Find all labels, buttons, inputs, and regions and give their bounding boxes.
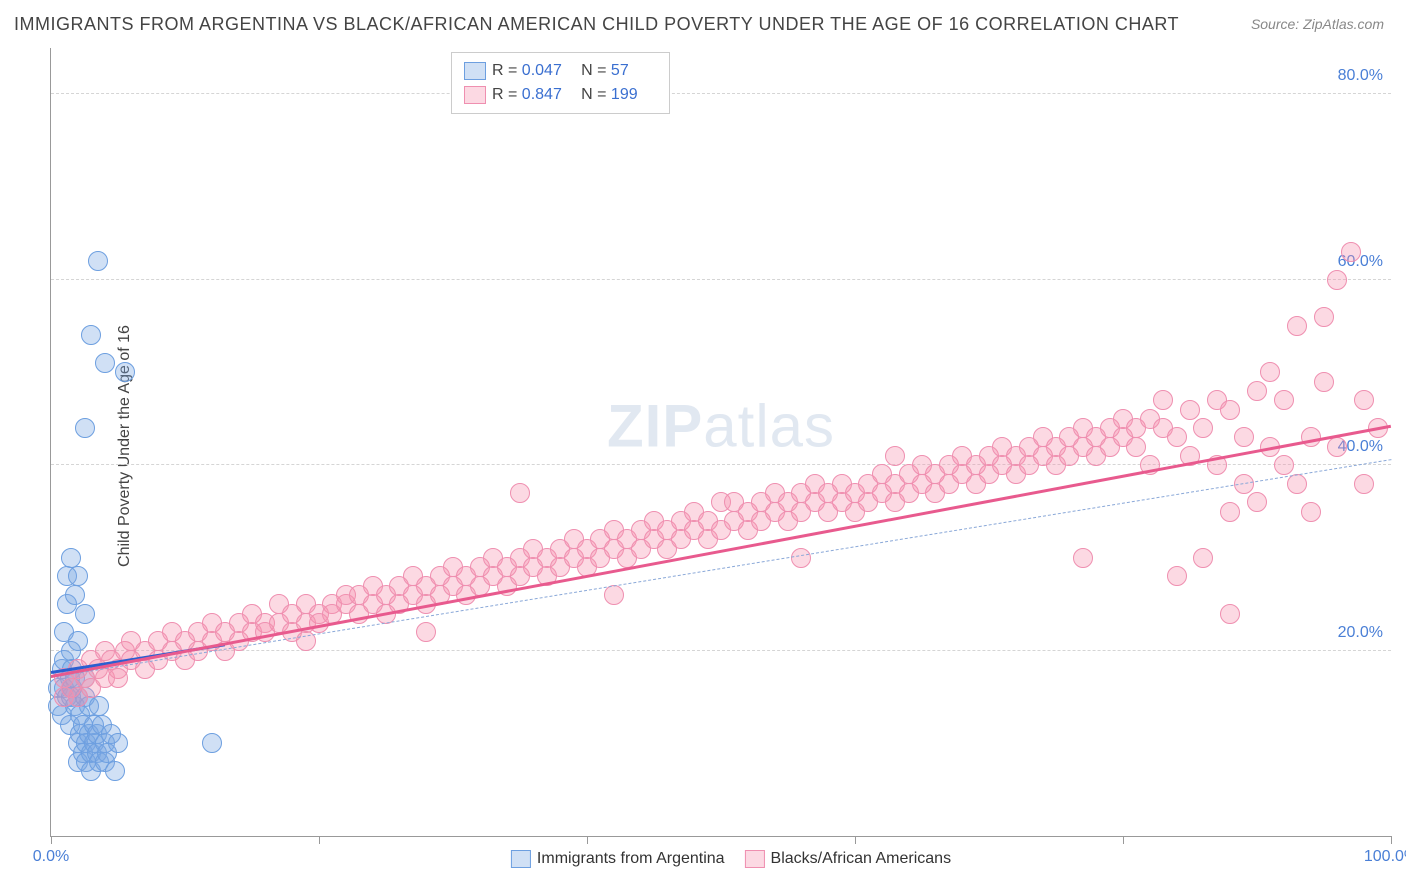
data-point-black — [1167, 566, 1187, 586]
data-point-argentina — [108, 733, 128, 753]
x-tick — [855, 836, 856, 844]
stats-row-black: R = 0.847 N = 199 — [464, 83, 657, 107]
data-point-black — [1314, 372, 1334, 392]
data-point-argentina — [88, 251, 108, 271]
watermark: ZIPatlas — [607, 392, 835, 461]
data-point-black — [1287, 316, 1307, 336]
data-point-black — [1327, 437, 1347, 457]
x-tick — [319, 836, 320, 844]
data-point-black — [1073, 548, 1093, 568]
data-point-argentina — [89, 696, 109, 716]
data-point-black — [510, 483, 530, 503]
data-point-black — [1260, 362, 1280, 382]
data-point-black — [1126, 437, 1146, 457]
data-point-argentina — [75, 604, 95, 624]
watermark-bold: ZIP — [607, 393, 703, 460]
data-point-black — [1354, 390, 1374, 410]
chart-title: IMMIGRANTS FROM ARGENTINA VS BLACK/AFRIC… — [14, 14, 1179, 35]
y-tick-label: 20.0% — [1338, 624, 1383, 642]
x-tick — [1391, 836, 1392, 844]
data-point-black — [1287, 474, 1307, 494]
data-point-black — [1193, 548, 1213, 568]
data-point-argentina — [202, 733, 222, 753]
watermark-rest: atlas — [703, 393, 835, 460]
data-point-black — [1354, 474, 1374, 494]
data-point-black — [1274, 455, 1294, 475]
data-point-black — [791, 548, 811, 568]
gridline — [51, 93, 1391, 94]
data-point-black — [1220, 400, 1240, 420]
data-point-argentina — [95, 353, 115, 373]
data-point-black — [1314, 307, 1334, 327]
data-point-black — [1301, 502, 1321, 522]
data-point-argentina — [105, 761, 125, 781]
data-point-black — [1274, 390, 1294, 410]
gridline — [51, 279, 1391, 280]
legend-swatch-argentina — [511, 850, 531, 868]
x-tick — [587, 836, 588, 844]
gridline — [51, 650, 1391, 651]
data-point-black — [1220, 604, 1240, 624]
data-point-black — [885, 446, 905, 466]
data-point-black — [1220, 502, 1240, 522]
data-point-black — [1167, 427, 1187, 447]
data-point-black — [1234, 427, 1254, 447]
data-point-argentina — [68, 631, 88, 651]
data-point-black — [1247, 492, 1267, 512]
data-point-black — [1193, 418, 1213, 438]
x-tick — [51, 836, 52, 844]
data-point-argentina — [115, 362, 135, 382]
series-legend: Immigrants from Argentina Blacks/African … — [491, 850, 951, 868]
stats-row-argentina: R = 0.047 N = 57 — [464, 59, 657, 83]
data-point-black — [416, 622, 436, 642]
data-point-argentina — [61, 548, 81, 568]
data-point-black — [108, 668, 128, 688]
data-point-argentina — [75, 418, 95, 438]
y-tick-label: 80.0% — [1338, 67, 1383, 85]
data-point-argentina — [65, 585, 85, 605]
data-point-argentina — [68, 566, 88, 586]
stats-legend: R = 0.047 N = 57R = 0.847 N = 199 — [451, 52, 670, 114]
data-point-black — [604, 585, 624, 605]
source-label: Source: ZipAtlas.com — [1251, 16, 1384, 32]
data-point-argentina — [81, 325, 101, 345]
x-tick — [1123, 836, 1124, 844]
data-point-black — [1153, 390, 1173, 410]
x-tick-label: 0.0% — [33, 848, 69, 866]
data-point-black — [1180, 400, 1200, 420]
data-point-black — [1327, 270, 1347, 290]
legend-label-black: Blacks/African Americans — [771, 850, 952, 867]
data-point-black — [1341, 242, 1361, 262]
trend-line — [51, 425, 1392, 678]
legend-swatch-black — [745, 850, 765, 868]
scatter-plot: ZIPatlas R = 0.047 N = 57R = 0.847 N = 1… — [50, 48, 1391, 837]
legend-label-argentina: Immigrants from Argentina — [537, 850, 725, 867]
x-tick-label: 100.0% — [1364, 848, 1406, 866]
data-point-black — [1247, 381, 1267, 401]
